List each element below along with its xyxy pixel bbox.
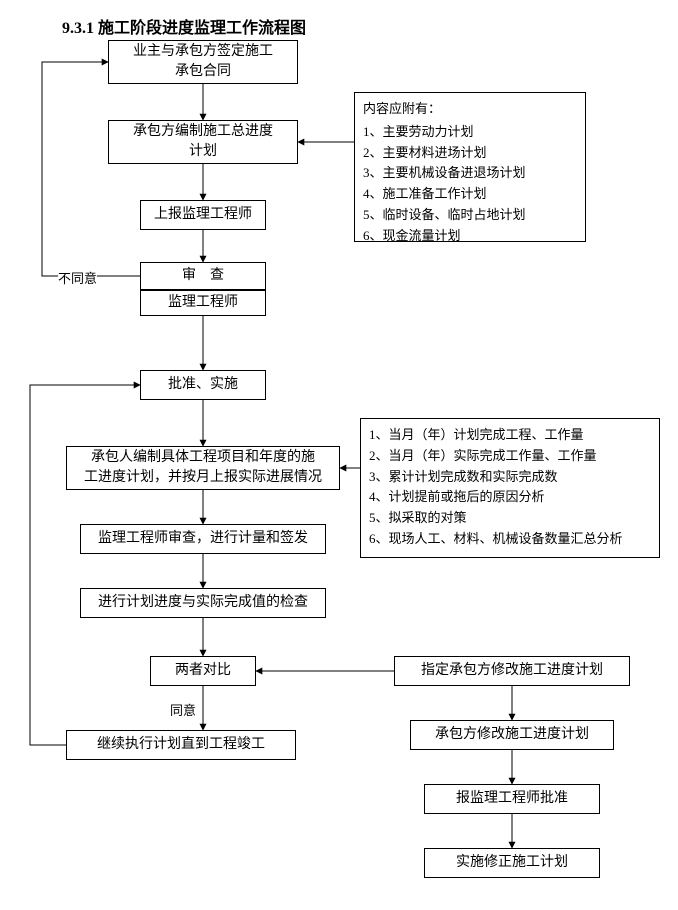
node-text: 监理工程师 [168,293,238,313]
node-text: 继续执行计划直到工程竣工 [97,735,265,755]
edge-label-disagree: 不同意 [58,268,97,287]
node-text: 两者对比 [175,661,231,681]
edge-label-agree: 同意 [170,700,196,719]
edge-e_loop_n10_n5 [30,385,140,745]
node-approve-implement: 批准、实施 [140,370,266,400]
note-item: 4、计划提前或拖后的原因分析 [369,487,651,508]
node-text: 承包方编制施工总进度计划 [133,122,273,161]
note-item: 1、主要劳动力计划 [363,122,577,143]
note-item: 5、拟采取的对策 [369,508,651,529]
node-review-engineer: 监理工程师 [140,290,266,316]
node-order-revise: 指定承包方修改施工进度计划 [394,656,630,686]
page-title: 9.3.1 施工阶段进度监理工作流程图 [62,14,306,38]
node-text: 审 查 [182,266,224,286]
note-schedule-contents: 内容应附有： 1、主要劳动力计划 2、主要材料进场计划 3、主要机械设备进退场计… [354,92,586,242]
note-report-contents: 1、当月（年）计划完成工程、工作量 2、当月（年）实际完成工作量、工作量 3、累… [360,418,660,558]
edge-e_disagree [42,62,140,276]
note-item: 6、现金流量计划 [363,226,577,247]
note-item: 2、主要材料进场计划 [363,143,577,164]
node-text: 监理工程师审查，进行计量和签发 [98,529,308,549]
note-item: 3、累计计划完成数和实际完成数 [369,467,651,488]
note-item: 4、施工准备工作计划 [363,184,577,205]
node-master-schedule: 承包方编制施工总进度计划 [108,120,298,164]
node-report-engineer: 上报监理工程师 [140,200,266,230]
node-progress-check: 进行计划进度与实际完成值的检查 [80,588,326,618]
node-engineer-review: 监理工程师审查，进行计量和签发 [80,524,326,554]
note-item: 2、当月（年）实际完成工作量、工作量 [369,446,651,467]
node-text: 进行计划进度与实际完成值的检查 [98,593,308,613]
node-text: 实施修正施工计划 [456,853,568,873]
node-text: 承包人编制具体工程项目和年度的施工进度计划，并按月上报实际进展情况 [84,448,322,487]
node-text: 上报监理工程师 [154,205,252,225]
note-item: 3、主要机械设备进退场计划 [363,163,577,184]
node-text: 业主与承包方签定施工承包合同 [133,42,273,81]
node-implement-revised: 实施修正施工计划 [424,848,600,878]
note-title: 内容应附有： [363,99,577,120]
node-review-title: 审 查 [140,262,266,290]
flowchart-page: 9.3.1 施工阶段进度监理工作流程图 业主与承包方签定施工承包合同 承包方编制… [0,0,678,910]
node-text: 报监理工程师批准 [456,789,568,809]
node-contractor-revise: 承包方修改施工进度计划 [410,720,614,750]
node-submit-approval: 报监理工程师批准 [424,784,600,814]
note-item: 5、临时设备、临时占地计划 [363,205,577,226]
note-item: 6、现场人工、材料、机械设备数量汇总分析 [369,529,651,550]
node-continue-complete: 继续执行计划直到工程竣工 [66,730,296,760]
node-text: 批准、实施 [168,375,238,395]
node-sign-contract: 业主与承包方签定施工承包合同 [108,40,298,84]
node-text: 指定承包方修改施工进度计划 [421,661,603,681]
note-item: 1、当月（年）计划完成工程、工作量 [369,425,651,446]
node-text: 承包方修改施工进度计划 [435,725,589,745]
node-detailed-schedule: 承包人编制具体工程项目和年度的施工进度计划，并按月上报实际进展情况 [66,446,340,490]
node-compare: 两者对比 [150,656,256,686]
